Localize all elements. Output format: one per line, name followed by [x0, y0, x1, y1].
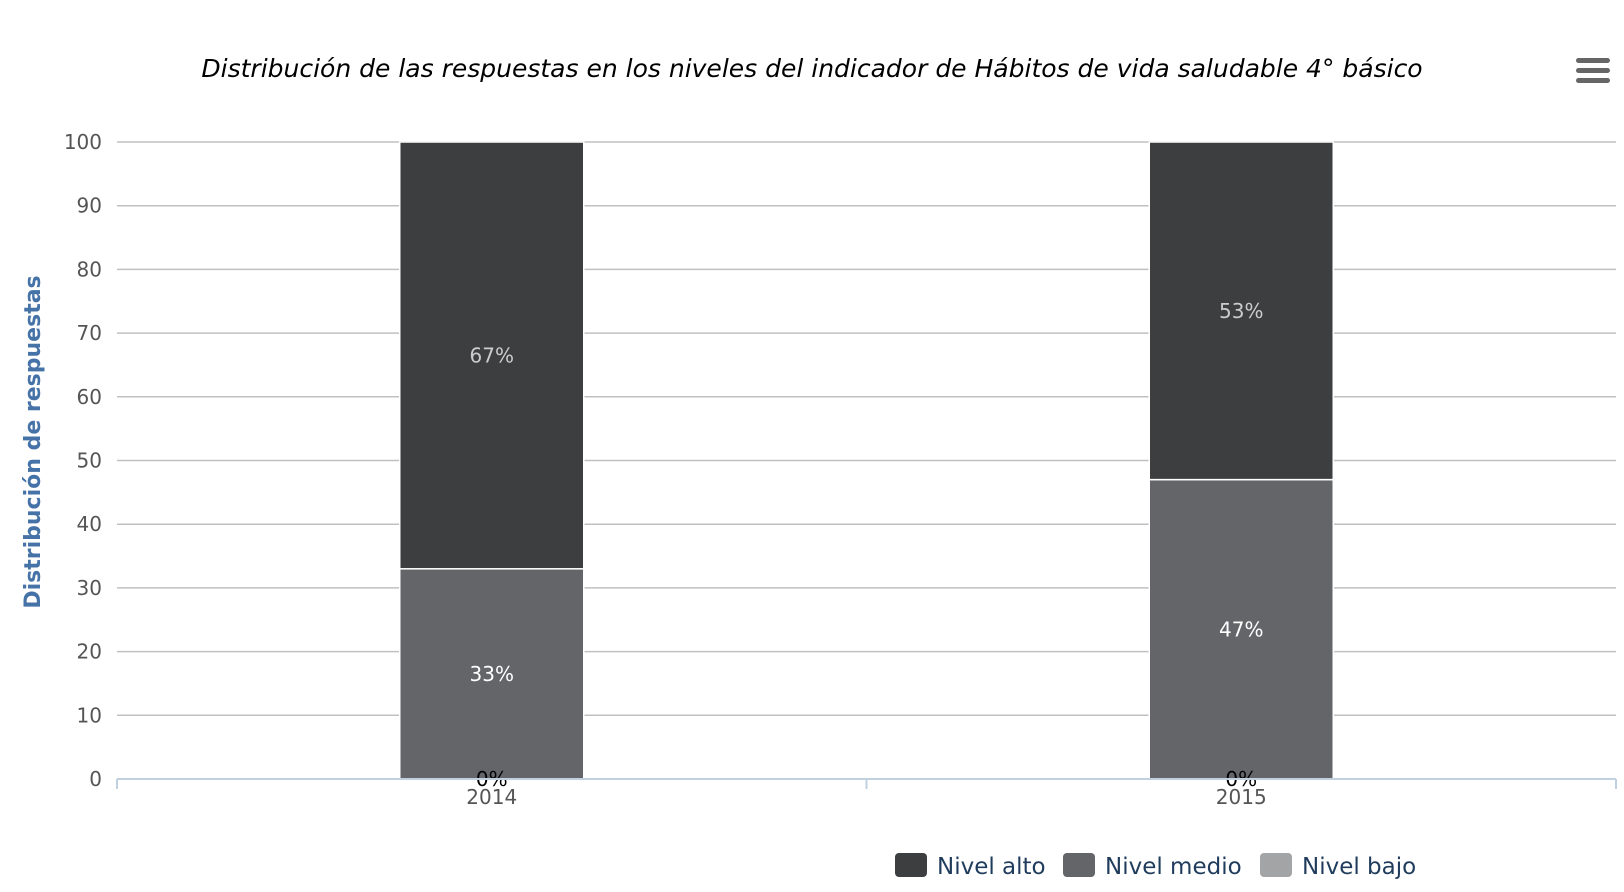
y-tick-label: 100: [64, 130, 102, 154]
legend-label[interactable]: Nivel alto: [937, 854, 1046, 880]
bars: [399, 141, 1334, 780]
x-tick-label: 2015: [1216, 785, 1267, 809]
y-axis-label: Distribución de respuestas: [21, 275, 46, 608]
legend-label[interactable]: Nivel bajo: [1302, 854, 1416, 880]
chart-menu-button[interactable]: [1568, 52, 1612, 92]
legend-item[interactable]: Nivel alto: [895, 853, 1046, 880]
y-tick-label: 60: [77, 385, 102, 409]
bar-segment: [399, 568, 585, 780]
y-tick-label: 40: [77, 512, 102, 536]
y-tick-label: 90: [77, 194, 102, 218]
legend-swatch[interactable]: [1260, 853, 1292, 877]
y-tick-label: 50: [77, 449, 102, 473]
hamburger-menu-icon[interactable]: [1576, 58, 1610, 83]
y-tick-label: 10: [77, 703, 102, 727]
data-labels: 0%33%67%0%47%53%: [470, 299, 1264, 791]
data-label: 47%: [1219, 617, 1263, 641]
y-tick-label: 20: [77, 640, 102, 664]
chart-title: Distribución de las respuestas en los ni…: [201, 54, 1422, 83]
y-tick-label: 70: [77, 321, 102, 345]
legend-swatch[interactable]: [1063, 853, 1095, 877]
x-tick-label: 2014: [466, 785, 517, 809]
legend: Nivel alto Nivel medio Nivel bajo: [895, 853, 1416, 880]
bar-segment: [399, 141, 585, 570]
legend-item[interactable]: Nivel medio: [1063, 853, 1242, 880]
y-tick-labels: 0 10 20 30 40 50 60 70 80 90 100: [64, 130, 102, 791]
data-label: 67%: [470, 343, 514, 367]
legend-item[interactable]: Nivel bajo: [1260, 853, 1416, 880]
y-gridlines: [117, 141, 1616, 717]
x-axis: [116, 778, 1617, 789]
bar-segment: [1148, 141, 1334, 481]
bar-segment: [1148, 478, 1334, 780]
y-tick-label: 80: [77, 257, 102, 281]
legend-swatch[interactable]: [895, 853, 927, 877]
x-tick-labels: 2014 2015: [466, 785, 1266, 809]
data-label: 33%: [470, 662, 514, 686]
y-tick-label: 0: [89, 767, 102, 791]
data-label: 53%: [1219, 299, 1263, 323]
legend-label[interactable]: Nivel medio: [1105, 854, 1242, 880]
y-tick-label: 30: [77, 576, 102, 600]
